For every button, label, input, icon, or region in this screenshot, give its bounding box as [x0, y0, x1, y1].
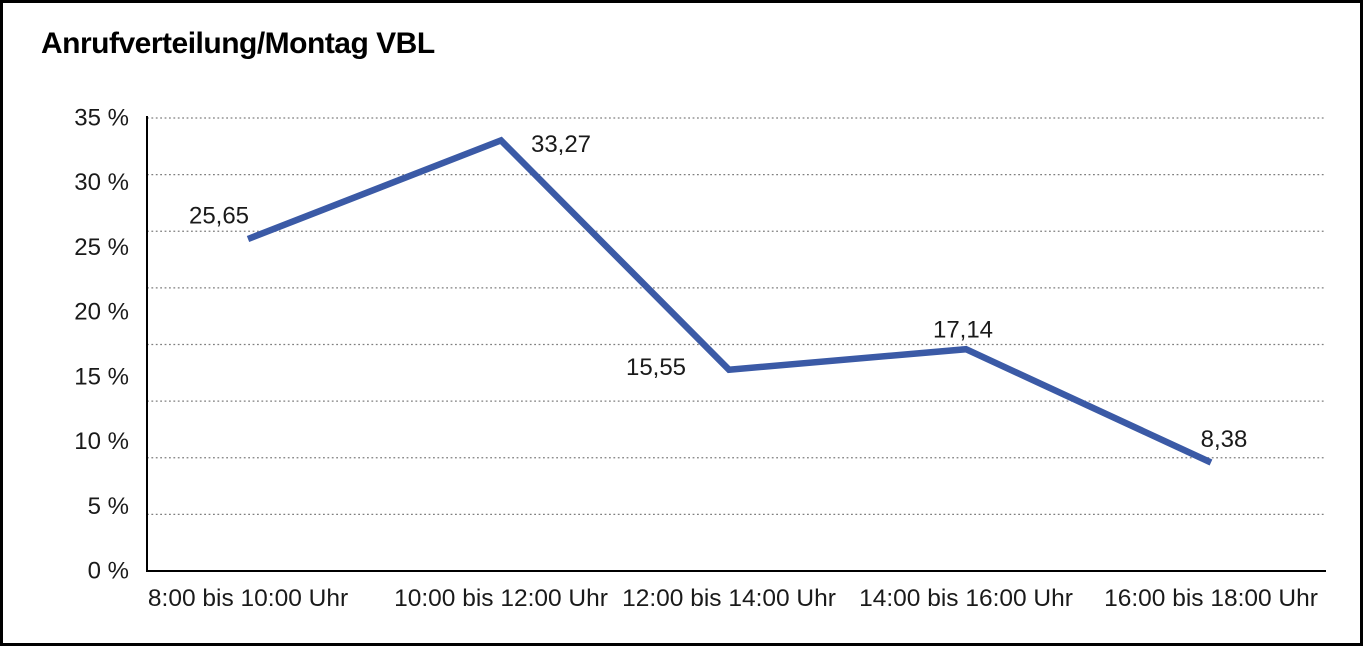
- data-point-label: 25,65: [189, 203, 249, 230]
- data-point-label: 15,55: [626, 354, 686, 381]
- data-point-label: 8,38: [1201, 426, 1248, 453]
- y-tick-label: 5 %: [88, 493, 129, 520]
- y-tick-label: 0 %: [88, 558, 129, 585]
- y-tick-label: 20 %: [74, 299, 129, 326]
- data-point-label: 33,27: [531, 131, 591, 158]
- x-tick-label: 14:00 bis 16:00 Uhr: [859, 585, 1073, 612]
- chart-title: Anrufverteilung/Montag VBL: [41, 27, 435, 60]
- y-tick-label: 25 %: [74, 234, 129, 261]
- x-tick-label: 12:00 bis 14:00 Uhr: [622, 585, 836, 612]
- chart-canvas: 35 % 30 % 25 % 20 % 15 % 10 % 5 % 0 % 8:00 bis 1…: [74, 105, 1326, 612]
- x-tick-label: 16:00 bis 18:00 Uhr: [1104, 585, 1318, 612]
- y-tick-label: 15 %: [74, 363, 129, 390]
- x-tick-label: 8:00 bis 10:00 Uhr: [148, 585, 348, 612]
- y-tick-label: 10 %: [74, 428, 129, 455]
- y-tick-label: 30 %: [74, 169, 129, 196]
- x-tick-label: 10:00 bis 12:00 Uhr: [394, 585, 608, 612]
- data-line: [246, 136, 1213, 466]
- y-tick-label: 35 %: [74, 105, 129, 132]
- data-point-label: 17,14: [933, 317, 993, 344]
